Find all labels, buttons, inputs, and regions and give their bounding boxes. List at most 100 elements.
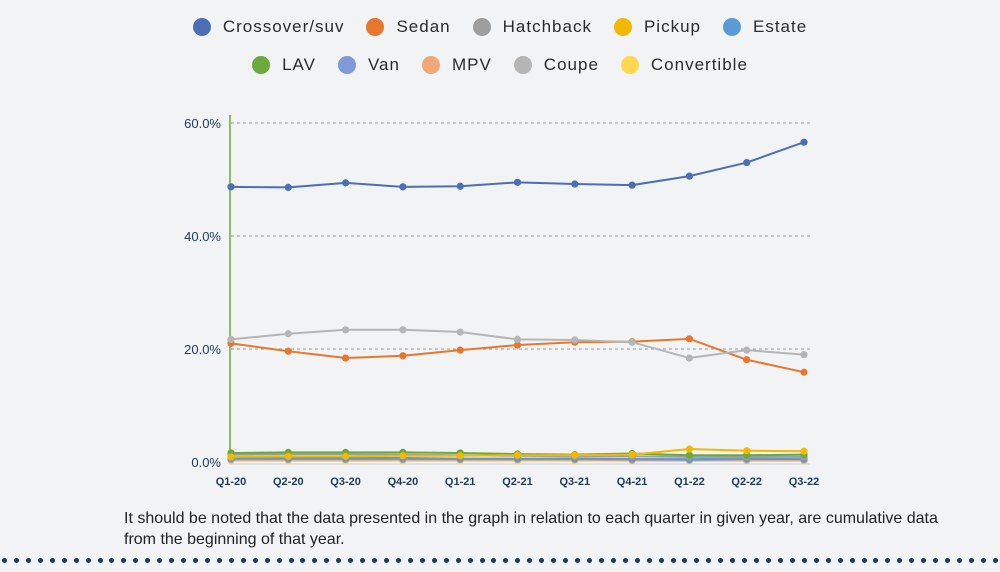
legend-label: Hatchback [502,17,592,36]
data-point [628,338,636,346]
divider-dot [97,558,103,563]
divider-dot [980,558,986,563]
legend-swatch [620,56,639,74]
divider-dot [718,558,724,563]
divider-dot [276,558,282,563]
data-point [284,330,292,338]
data-point [513,341,522,349]
x-tick-label: Q1-22 [674,476,705,488]
divider-dot [2,558,7,563]
divider-dot [455,558,461,563]
divider-dot [837,558,843,563]
divider-dot [240,558,246,563]
data-point [342,179,350,187]
divider-dot [909,558,915,563]
data-point [456,346,464,354]
divider-dot [419,558,425,563]
legend-swatch [472,18,491,36]
divider-dot [957,558,962,563]
axes [229,115,810,465]
legend-label: Crossover/suv [222,17,345,36]
legend-item-lav: LAV [252,55,316,75]
data-point [284,452,292,460]
divider-dot [777,558,783,563]
divider-dot [193,558,198,563]
divider-dot [933,558,939,563]
x-tick-label: Q3-20 [330,476,361,488]
data-point [342,354,350,362]
legend-swatch [722,18,741,36]
legend-label: MPV [451,55,492,74]
data-point [399,452,407,460]
divider-dot [551,558,557,563]
data-point [284,347,292,355]
divider-dot [754,558,760,563]
divider-dot [813,558,819,563]
legend-row-2: LAV Van MPV Coupe Convertible [0,48,1000,82]
divider-dot [706,558,712,563]
x-tick-label: Q3-22 [789,476,820,488]
divider-dot [742,558,748,563]
chart-legend: Crossover/suv Sedan Hatchback Pickup Est… [0,10,1000,86]
x-tick-label: Q1-21 [445,476,476,488]
data-point [800,447,808,455]
divider-dot [825,558,831,563]
legend-swatch [192,18,211,36]
divider-dot [169,558,175,563]
divider-dot [157,558,163,563]
divider-dot [598,558,604,563]
data-point [571,180,579,188]
data-point [456,452,464,460]
data-point [399,352,407,360]
x-tick-label: Q3-21 [560,476,591,488]
data-point [800,138,808,146]
legend-label: Coupe [543,55,599,74]
legend-label: Pickup [643,17,701,36]
divider-dot [25,558,31,563]
data-point [284,183,292,192]
divider-dot [443,558,449,563]
y-tick-label: 60.0% [184,116,221,131]
legend-item-mpv: MPV [421,55,492,75]
footnote: It should be noted that the data present… [124,510,938,548]
divider-dot [945,558,951,563]
divider-dot [992,558,998,563]
divider-dot [372,558,378,563]
legend-label: Estate [752,17,808,36]
legend-label: Convertible [650,55,748,74]
divider-dot [336,558,342,563]
legend-label: LAV [282,55,316,74]
x-tick-label: Q1-20 [216,476,247,488]
divider-dot [300,558,306,563]
divider-dot [216,558,222,563]
divider-dot [348,558,354,563]
divider-dot [801,558,807,563]
data-point [743,158,751,167]
divider-dot [873,558,879,563]
x-tick-label: Q2-21 [502,476,533,488]
divider-dot [575,558,580,563]
legend-item-sedan: Sedan [366,17,450,37]
legend-swatch [513,56,532,74]
data-point [399,183,407,191]
divider-dot [49,558,55,563]
divider-dot [384,558,389,563]
y-tick-label: 40.0% [184,229,221,244]
divider-dot [921,558,927,563]
data-point [456,182,464,190]
data-point [743,356,751,364]
data-point [685,445,694,453]
divider-dot [539,558,545,563]
data-point [628,451,636,459]
legend-item-van: Van [337,55,400,75]
legend-item-crossover-suv: Crossover/suv [192,17,345,37]
divider-dot [109,558,115,563]
data-point [227,183,235,191]
x-axis-ticks: Q1-20 Q2-20 Q3-20 Q4-20 Q1-21 Q2-21 Q3-21 Q4-21… [216,476,820,488]
line-chart: 0.0% 20.0% 40.0% 60.0% Q1-20 Q2-20 Q3-20 Q4-20… [184,115,820,488]
data-point [571,336,579,344]
legend-swatch [421,56,440,74]
dotted-divider [0,558,1000,568]
data-point [571,451,579,459]
divider-dot [324,558,330,563]
